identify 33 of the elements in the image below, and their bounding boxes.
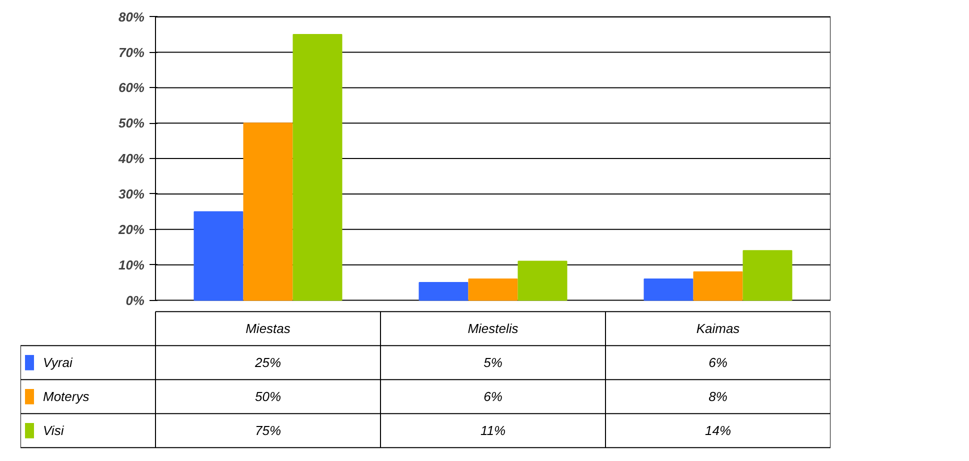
data-label: 6% <box>484 389 502 404</box>
legend-label: Visi <box>43 423 65 438</box>
y-tick-label: 10% <box>118 257 145 272</box>
bar <box>292 34 342 301</box>
y-tick-label: 50% <box>118 116 145 131</box>
y-tick-label: 40% <box>117 151 145 166</box>
data-label: 50% <box>254 389 282 404</box>
y-tick-label: 20% <box>117 222 145 237</box>
y-tick-label: 60% <box>118 80 145 96</box>
data-label: 25% <box>254 355 282 370</box>
data-label: 75% <box>254 423 282 438</box>
legend-label: Vyrai <box>43 355 74 370</box>
bar <box>194 211 244 301</box>
bar <box>693 271 743 301</box>
legend-label: Moterys <box>43 389 90 404</box>
data-label: 14% <box>704 423 732 438</box>
y-tick-label: 70% <box>118 44 145 60</box>
y-tick-label: 0% <box>126 292 145 308</box>
data-label: 8% <box>708 389 728 404</box>
x-tick-label: Kaimas <box>696 321 740 336</box>
data-label: 11% <box>480 423 506 438</box>
bar <box>518 260 568 301</box>
data-label: 5% <box>484 355 502 370</box>
y-tick-label: 80% <box>118 9 145 24</box>
bar <box>243 122 293 301</box>
bar <box>418 282 468 301</box>
x-tick-label: Miestas <box>246 321 291 336</box>
bar <box>742 250 792 301</box>
x-tick-label: Miestelis <box>468 321 519 336</box>
bar <box>468 278 518 301</box>
y-tick-label: 30% <box>118 186 145 202</box>
data-label: 6% <box>708 355 728 370</box>
bar <box>644 278 694 301</box>
